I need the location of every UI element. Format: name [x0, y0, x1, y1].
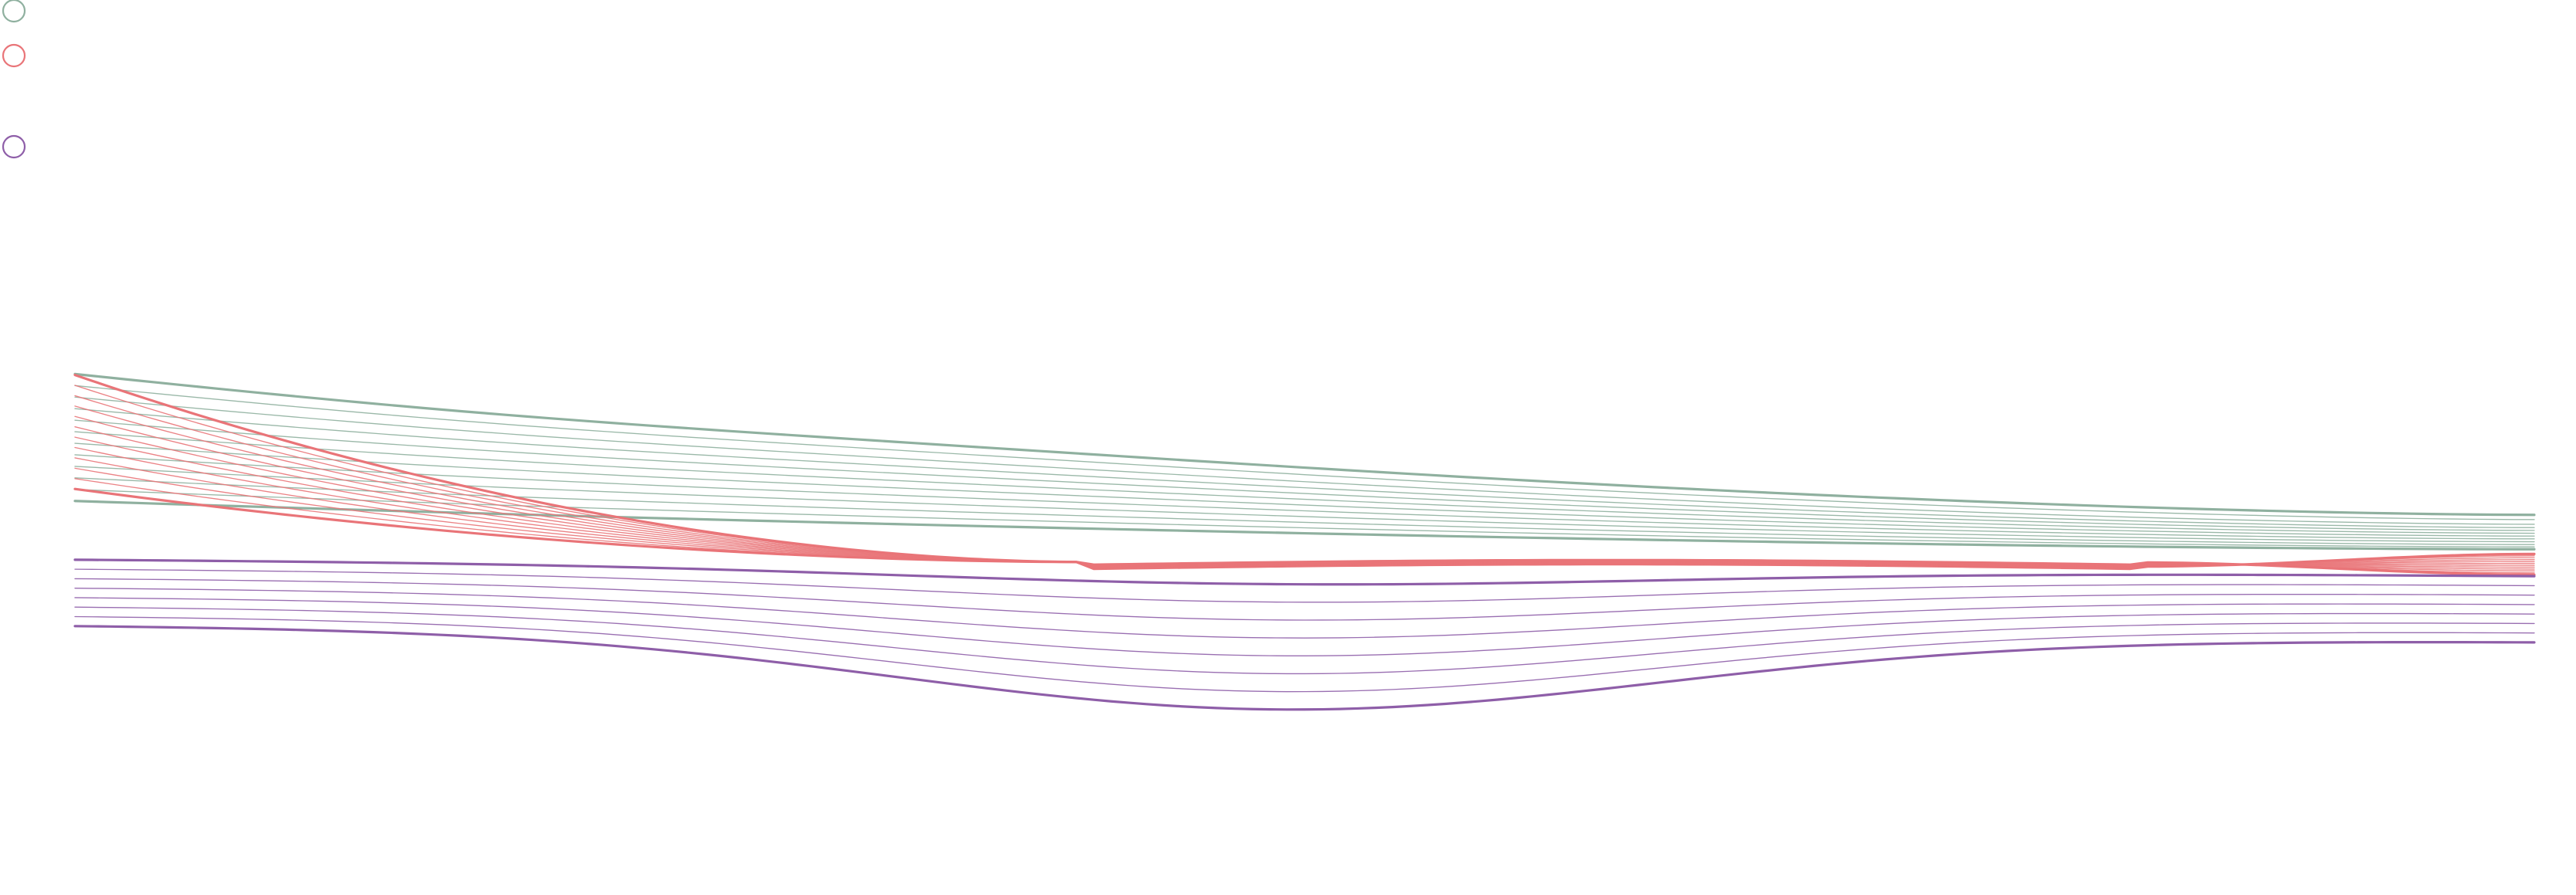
series-line-upper-7 [74, 442, 2535, 537]
series-line-upper-8 [74, 454, 2535, 540]
series-line-middle-10 [74, 467, 2535, 572]
series-line-upper-3 [74, 396, 2535, 525]
series-line-upper-5 [74, 419, 2535, 531]
series-line-lower-7 [74, 615, 2535, 693]
series-line-middle-1 [73, 373, 2536, 571]
series-line-lower-6 [74, 606, 2535, 675]
series-line-lower-8 [73, 625, 2536, 711]
series-line-upper-9 [74, 466, 2535, 543]
series-line-middle-4 [74, 405, 2535, 568]
series-line-middle-11 [74, 478, 2535, 574]
series-line-lower-4 [74, 588, 2535, 639]
series-line-upper-4 [74, 408, 2535, 528]
series-line-middle-12 [73, 487, 2536, 576]
legend-marker-upper [2, 0, 26, 23]
legend-marker-middle [2, 43, 26, 68]
series-line-upper-1 [73, 372, 2536, 517]
series-line-lower-1 [73, 558, 2536, 586]
series-line-lower-5 [74, 597, 2535, 656]
series-line-upper-2 [74, 385, 2535, 520]
legend-marker-lower [2, 134, 26, 159]
series-line-lower-2 [74, 568, 2535, 603]
series-line-lower-3 [74, 578, 2535, 621]
legend [2, 0, 26, 159]
series-line-upper-10 [74, 477, 2535, 545]
series-line-middle-5 [74, 415, 2535, 568]
series-line-upper-6 [74, 431, 2535, 534]
plot-area [73, 372, 2536, 711]
series-line-upper-12 [73, 500, 2536, 551]
series-line-upper-11 [74, 489, 2535, 548]
